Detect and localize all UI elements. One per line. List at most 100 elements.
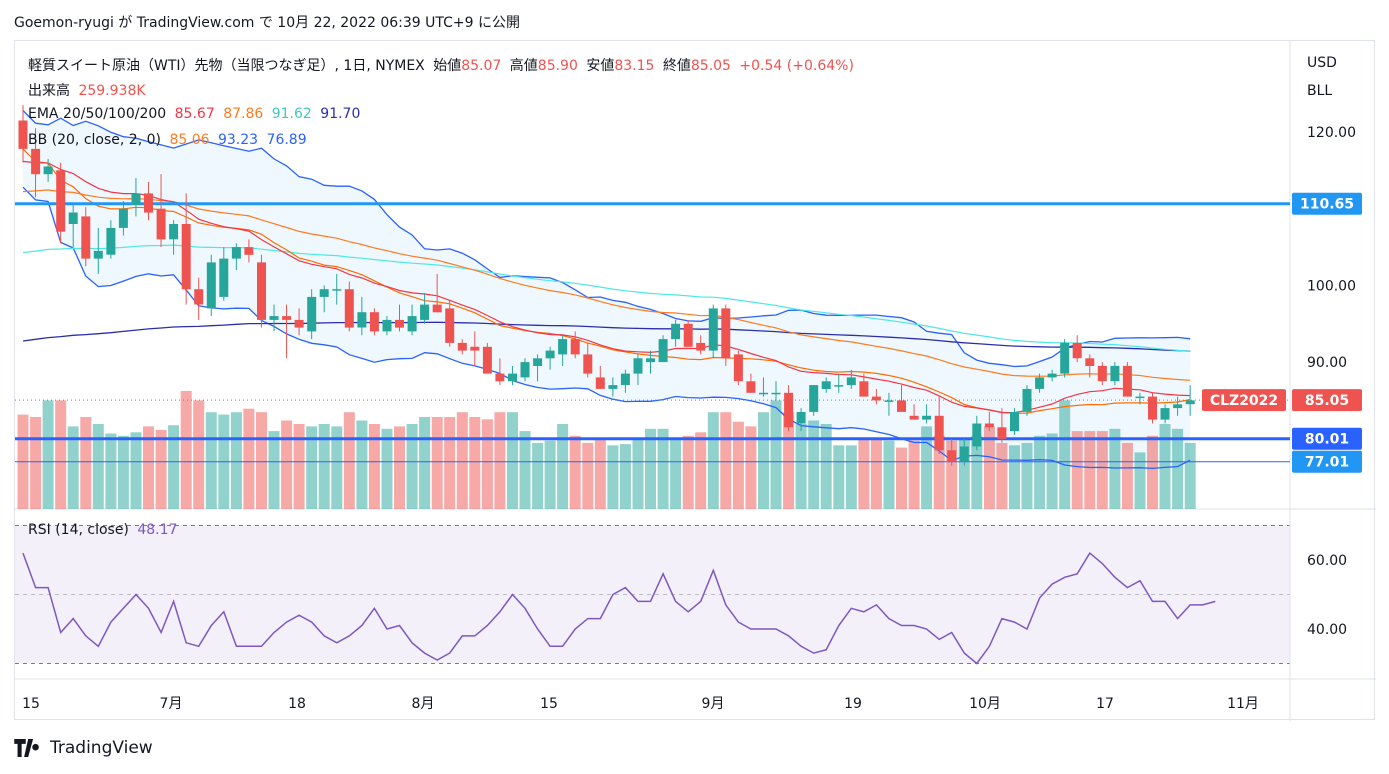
price-tag-resistance-bg bbox=[1292, 192, 1362, 215]
candle-body bbox=[482, 346, 492, 374]
candle-body bbox=[646, 358, 655, 363]
volume-bar bbox=[557, 424, 569, 509]
volume-bar bbox=[632, 438, 644, 509]
legend-bb-lower: 76.89 bbox=[266, 132, 307, 148]
candle-body bbox=[407, 316, 417, 332]
candle-body bbox=[533, 358, 543, 366]
volume-bar bbox=[180, 391, 192, 509]
price-tag-bb-lower: 77.01 bbox=[1305, 455, 1349, 471]
candle-body bbox=[244, 247, 254, 255]
legend-high: 85.90 bbox=[537, 58, 578, 74]
volume-bar bbox=[155, 429, 167, 509]
chart-canvas[interactable]: 120.00 100.00 90.00 USD BLL 60.00 40.00 110.65 8… bbox=[15, 41, 1376, 721]
candle-body bbox=[984, 423, 994, 428]
price-tick-label: 90.00 bbox=[1307, 355, 1347, 371]
candle-body bbox=[947, 450, 957, 462]
candle-body bbox=[81, 216, 91, 259]
volume-bar bbox=[469, 417, 481, 509]
volume-bar bbox=[105, 433, 117, 509]
candle-body bbox=[31, 148, 41, 175]
legend-volume: 出来高 259.938K bbox=[28, 80, 150, 100]
candle-body bbox=[821, 381, 831, 389]
volume-bar bbox=[1034, 435, 1046, 509]
rsi-band bbox=[15, 525, 1290, 664]
candle-body bbox=[696, 342, 706, 351]
volume-bar bbox=[30, 417, 42, 509]
brand-name: TradingView bbox=[50, 738, 153, 758]
candle-body bbox=[1097, 365, 1107, 382]
time-axis-label: 7月 bbox=[160, 696, 183, 712]
candle-body bbox=[846, 377, 856, 386]
candle-body bbox=[658, 339, 668, 363]
candle-body bbox=[294, 319, 304, 328]
bb-lower-line bbox=[22, 186, 1191, 470]
volume-bar bbox=[1134, 452, 1146, 509]
candle-body bbox=[608, 385, 618, 389]
ema100-line bbox=[22, 244, 1191, 352]
volume-bar bbox=[921, 426, 933, 509]
legend-ema-label: EMA 20/50/100/200 bbox=[28, 106, 167, 122]
candle-body bbox=[972, 423, 982, 447]
candle-body bbox=[93, 250, 103, 259]
volume-bar bbox=[645, 428, 656, 509]
tradingview-brand[interactable]: TradingView bbox=[14, 738, 153, 758]
legend-close-label: 終値 bbox=[662, 58, 691, 74]
volume-bar bbox=[431, 417, 443, 509]
price-unit-label: USD bbox=[1307, 55, 1337, 71]
candle-body bbox=[1173, 404, 1183, 409]
volume-bar bbox=[92, 424, 104, 509]
volume-bar bbox=[996, 442, 1008, 509]
legend-open-label: 始値 bbox=[433, 58, 462, 74]
legend-ema200: 91.70 bbox=[320, 106, 361, 122]
candle-body bbox=[369, 312, 379, 332]
candle-body bbox=[1072, 342, 1082, 359]
candle-body bbox=[620, 373, 630, 386]
price-tag-last: 85.05 bbox=[1305, 393, 1349, 409]
candle-body bbox=[796, 412, 806, 424]
candle-body bbox=[382, 319, 392, 332]
volume-bar bbox=[419, 417, 431, 509]
volume-bar bbox=[1121, 442, 1133, 509]
rsi-tick-label: 40.00 bbox=[1307, 622, 1347, 638]
legend-main: 軽質スイート原油（WTI）先物（当限つなぎ足）, 1日, NYMEX 始値85.… bbox=[28, 55, 858, 75]
volume-bar bbox=[42, 400, 54, 509]
candle-body bbox=[181, 224, 191, 290]
volume-bar bbox=[783, 412, 795, 509]
candle-body bbox=[520, 362, 530, 378]
chart-frame[interactable]: 120.00 100.00 90.00 USD BLL 60.00 40.00 110.65 8… bbox=[14, 40, 1376, 721]
ema200-line bbox=[22, 321, 1191, 352]
candle-body bbox=[457, 342, 467, 351]
publish-caption: Goemon-ryugi が TradingView.com で 10月 22,… bbox=[14, 15, 520, 31]
price-tag-last-bg bbox=[1292, 389, 1362, 412]
volume-bar bbox=[456, 412, 468, 509]
candle-body bbox=[884, 400, 894, 402]
volume-bar bbox=[582, 442, 594, 509]
candle-body bbox=[68, 212, 78, 224]
volume-bar bbox=[745, 426, 757, 509]
legend-low: 83.15 bbox=[614, 58, 655, 74]
volume-bar bbox=[519, 431, 531, 509]
volume-bar bbox=[707, 412, 719, 509]
volume-bar bbox=[1071, 431, 1083, 509]
volume-bar bbox=[1059, 400, 1071, 509]
volume-bar bbox=[1109, 428, 1121, 509]
legend-change: +0.54 (+0.64%) bbox=[739, 58, 854, 74]
candle-body bbox=[1185, 400, 1195, 405]
candle-body bbox=[420, 304, 430, 320]
candle-body bbox=[922, 415, 932, 420]
volume-bar bbox=[168, 425, 180, 509]
volume-bar bbox=[695, 432, 707, 509]
volume-bar bbox=[356, 420, 368, 509]
candle-body bbox=[1047, 373, 1057, 378]
candle-body bbox=[307, 296, 317, 332]
candle-body bbox=[871, 396, 881, 401]
volume-bar bbox=[55, 400, 67, 509]
volume-bar bbox=[205, 412, 217, 509]
legend-ema20: 85.67 bbox=[174, 106, 215, 122]
volume-bar bbox=[481, 419, 493, 509]
legend-volume-label: 出来高 bbox=[28, 83, 70, 99]
candle-body bbox=[106, 227, 116, 255]
volume-bar bbox=[845, 445, 857, 509]
candle-body bbox=[257, 262, 266, 320]
legend-close: 85.05 bbox=[690, 58, 731, 74]
